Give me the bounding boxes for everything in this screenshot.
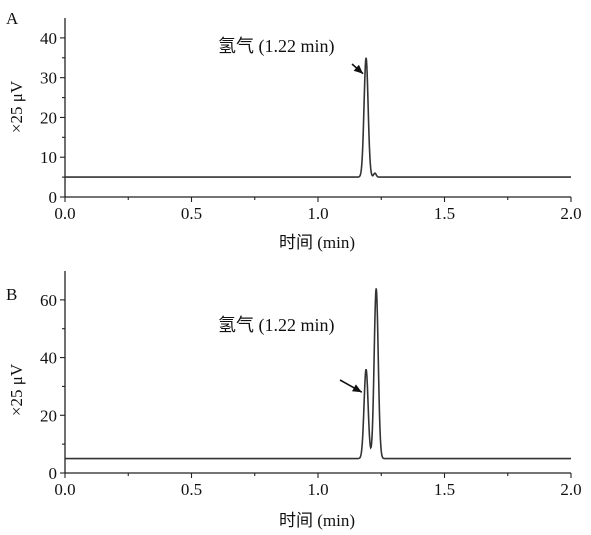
panel-b: B ×25 μV 时间 (min) 氢气 (1.22 min) 0.0 0.5 1.…: [6, 271, 582, 530]
panel-a-y-tick-label: 30: [40, 69, 57, 88]
panel-b-chromatogram-trace: [65, 288, 571, 460]
panel-b-y-tick-label: 0: [49, 464, 58, 483]
panel-a-y-tick-label: 20: [40, 108, 57, 127]
panel-a-label: A: [6, 9, 19, 28]
panel-a-peak-annotation: 氢气 (1.22 min): [218, 36, 335, 57]
panel-a-arrowhead: [353, 64, 364, 74]
panel-b-label: B: [6, 285, 17, 304]
panel-b-y-tick-label: 20: [40, 406, 57, 425]
panel-b-x-axis-label: 时间 (min): [279, 511, 355, 530]
panel-b-x-tick-label: 0.0: [54, 480, 75, 499]
panel-a-x-tick-label: 1.5: [434, 204, 455, 223]
panel-b-arrowhead: [351, 384, 362, 393]
panel-a: A ×25 μV 时间 (min) 氢气 (1.22 min) 0.0 0.5 1.…: [6, 9, 582, 252]
panel-a-x-tick-label: 0.0: [54, 204, 75, 223]
panel-a-chromatogram-trace: [65, 57, 571, 178]
panel-a-y-tick-label: 40: [40, 29, 57, 48]
panel-a-x-axis-label: 时间 (min): [279, 233, 355, 252]
panel-a-y-axis-label: ×25 μV: [7, 80, 26, 133]
panel-a-x-tick-label: 0.5: [181, 204, 202, 223]
panel-a-y-tick-label: 10: [40, 148, 57, 167]
panel-b-y-tick-label: 40: [40, 349, 57, 368]
panel-b-peak-annotation: 氢气 (1.22 min): [218, 315, 335, 336]
panel-a-x-tick-label: 1.0: [307, 204, 328, 223]
panel-a-y-tick-label: 0: [49, 188, 58, 207]
panel-b-x-tick-label: 2.0: [560, 480, 581, 499]
panel-b-x-tick-label: 0.5: [181, 480, 202, 499]
panel-a-x-tick-label: 2.0: [560, 204, 581, 223]
panel-b-x-tick-label: 1.5: [434, 480, 455, 499]
panel-b-y-axis-label: ×25 μV: [7, 363, 26, 416]
panel-b-x-tick-label: 1.0: [307, 480, 328, 499]
panel-b-y-tick-label: 60: [40, 291, 57, 310]
